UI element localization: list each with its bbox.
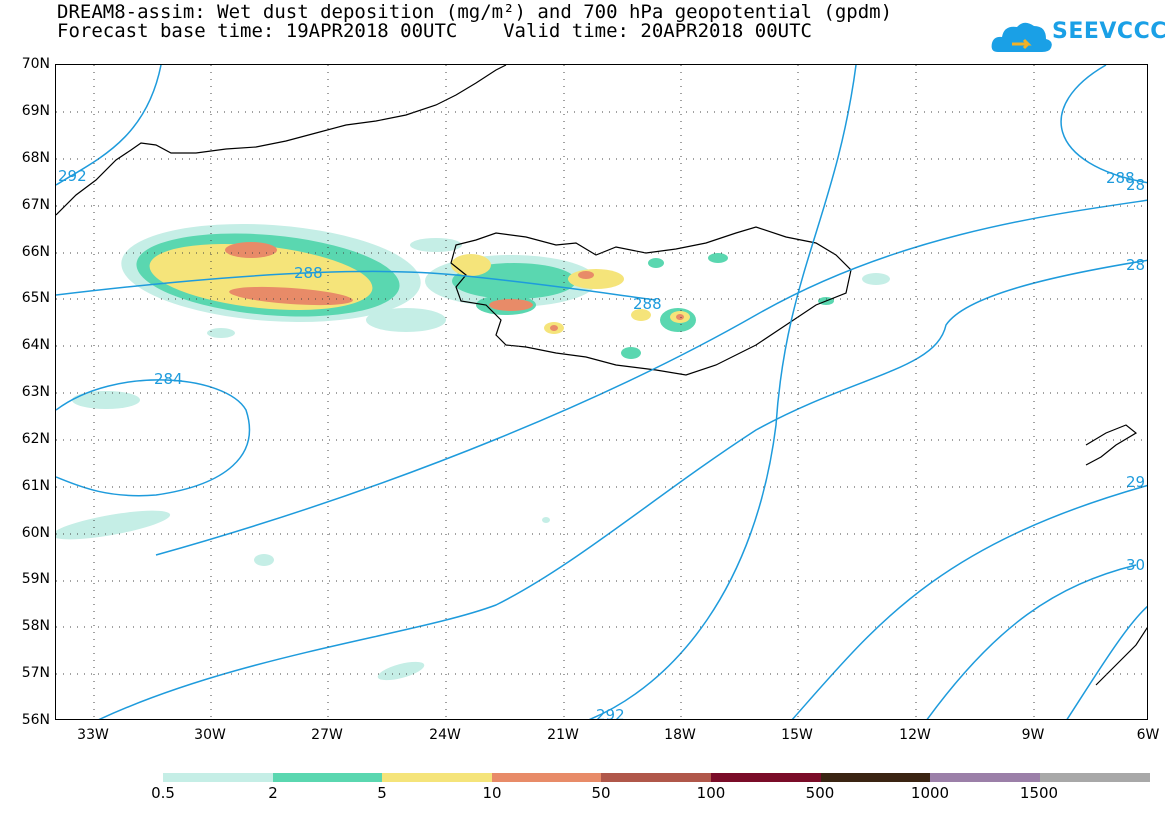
lat-label: 59N: [21, 571, 50, 587]
lat-label: 69N: [21, 103, 50, 119]
lat-label: 61N: [21, 478, 50, 494]
seevccc-logo: SEEVCCC: [1052, 19, 1167, 44]
legend-swatch: [820, 773, 931, 782]
chart-title: DREAM8-assim: Wet dust deposition (mg/m²…: [57, 1, 893, 23]
legend-label: 1500: [1019, 784, 1059, 802]
legend-swatch: [382, 773, 493, 782]
legend-label: 1000: [910, 784, 950, 802]
lon-label: 24W: [429, 727, 461, 743]
legend-swatch: [711, 773, 821, 782]
contour-labels: 292 288 288 284 292 288 28 28 29 30: [58, 167, 1145, 720]
geopotential-contours: [56, 65, 1147, 719]
legend-swatch: [163, 773, 273, 782]
cloud-icon: [991, 22, 1052, 52]
legend-label: 50: [591, 784, 611, 802]
legend-label: 5: [377, 784, 387, 802]
lon-label: 30W: [194, 727, 226, 743]
dust-deposition-field: [56, 223, 890, 681]
lat-label: 62N: [21, 431, 50, 447]
lon-label: 21W: [547, 727, 579, 743]
lat-label: 63N: [21, 384, 50, 400]
lat-label: 57N: [21, 665, 50, 681]
lat-label: 67N: [21, 197, 50, 213]
contour-label: 28: [1126, 256, 1145, 274]
lon-label: 12W: [899, 727, 931, 743]
contour-label: 292: [58, 167, 87, 185]
lon-label: 33W: [77, 727, 109, 743]
lat-label: 66N: [21, 244, 50, 260]
contour-label: 288: [633, 295, 662, 313]
contour-label: 29: [1126, 473, 1145, 491]
contour-label: 28: [1126, 176, 1145, 194]
chart-subtitle-times: Forecast base time: 19APR2018 00UTC Vali…: [57, 20, 812, 42]
lat-label: 65N: [21, 290, 50, 306]
legend-label: 500: [805, 784, 835, 802]
lat-label: 60N: [21, 525, 50, 541]
map-panel: 292 288 288 284 292 288 28 28 29 30: [55, 64, 1148, 720]
contour-label: 30: [1126, 556, 1145, 574]
lon-label: 9W: [1021, 727, 1045, 743]
legend-label: 2: [268, 784, 278, 802]
map-grid: [56, 65, 1147, 719]
legend-swatch: [930, 773, 1041, 782]
contour-label: 288: [294, 264, 323, 282]
coastline: [56, 65, 1147, 686]
legend-label: 10: [482, 784, 502, 802]
lon-label: 27W: [311, 727, 343, 743]
contour-label: 284: [154, 370, 183, 388]
legend-label: 0.5: [151, 784, 175, 802]
map-canvas: 292 288 288 284 292 288 28 28 29 30: [56, 65, 1147, 720]
legend-label: 100: [696, 784, 726, 802]
lat-label: 64N: [21, 337, 50, 353]
lon-label: 6W: [1136, 727, 1160, 743]
lat-label: 58N: [21, 618, 50, 634]
lat-label: 70N: [21, 56, 50, 72]
contour-label: 292: [596, 706, 625, 720]
lon-label: 18W: [664, 727, 696, 743]
legend-swatch: [601, 773, 712, 782]
legend-swatch: [272, 773, 383, 782]
lat-label: 56N: [21, 712, 50, 728]
legend-swatch: [1039, 773, 1150, 782]
lon-label: 15W: [781, 727, 813, 743]
legend-swatch: [491, 773, 602, 782]
contour-label: 288: [1106, 169, 1135, 187]
lat-label: 68N: [21, 150, 50, 166]
